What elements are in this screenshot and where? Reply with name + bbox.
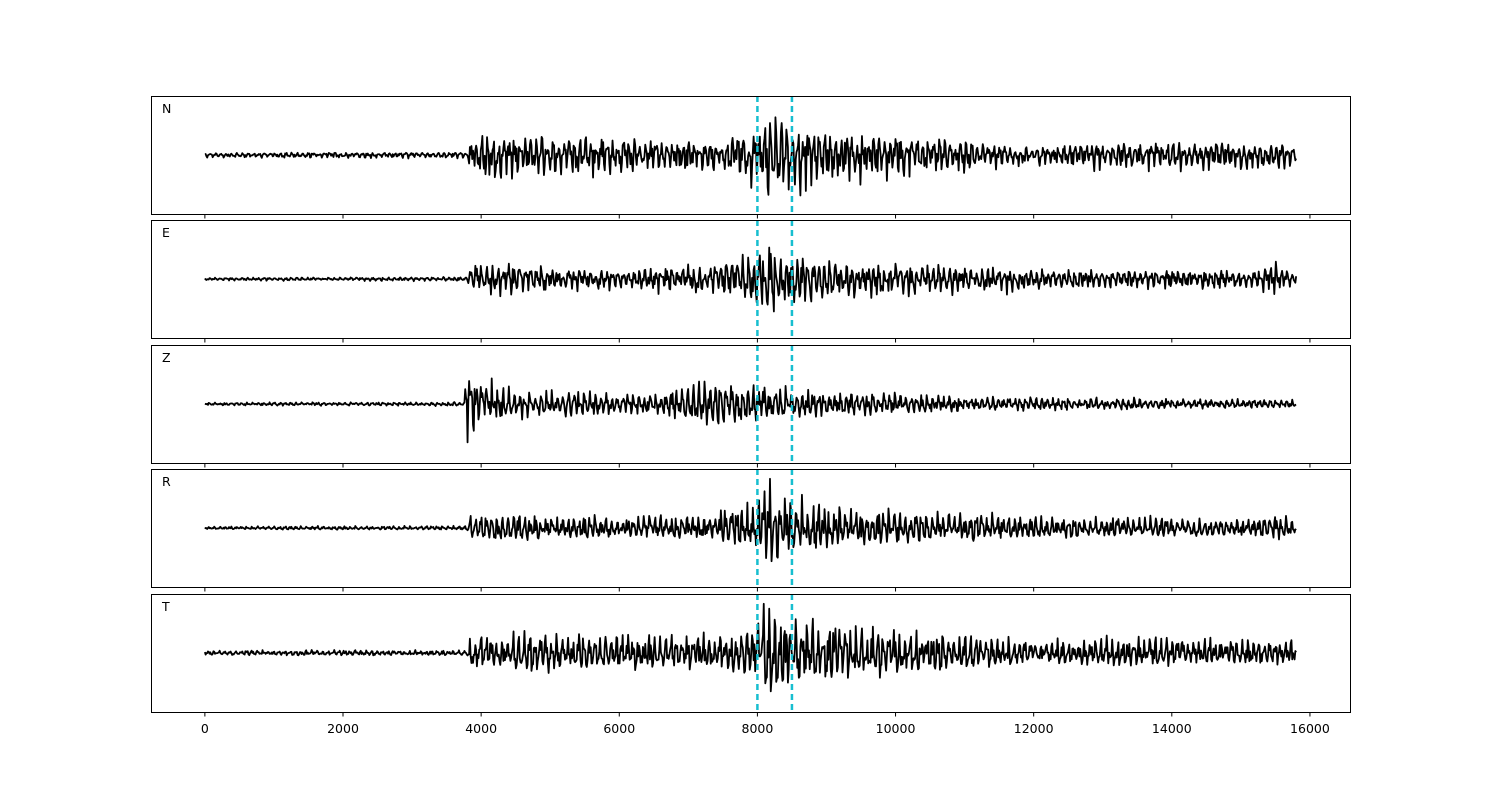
panel-label-z: Z bbox=[162, 350, 171, 365]
x-tick-label: 12000 bbox=[1014, 721, 1054, 736]
panel-label-r: R bbox=[162, 474, 171, 489]
x-tick-label: 6000 bbox=[603, 721, 635, 736]
panel-n: N bbox=[151, 96, 1351, 219]
panel-z: Z bbox=[151, 345, 1351, 468]
axes-frame-t bbox=[151, 594, 1351, 713]
panel-label-t: T bbox=[161, 599, 170, 614]
axes-frame-e bbox=[151, 220, 1351, 339]
panel-e: E bbox=[151, 220, 1351, 343]
waveform-line-r bbox=[204, 477, 1297, 563]
axes-frame-n bbox=[151, 96, 1351, 215]
waveform-line-t bbox=[204, 602, 1297, 693]
waveform-line-e bbox=[204, 246, 1298, 313]
panel-label-n: N bbox=[162, 101, 171, 116]
x-tick-label: 10000 bbox=[876, 721, 916, 736]
x-tick-label: 4000 bbox=[465, 721, 497, 736]
waveform-line-z bbox=[204, 377, 1297, 444]
panel-t: T bbox=[151, 594, 1351, 717]
x-tick-label: 14000 bbox=[1152, 721, 1192, 736]
x-tick-label: 16000 bbox=[1290, 721, 1330, 736]
x-tick-label: 0 bbox=[201, 721, 209, 736]
axes-frame-z bbox=[151, 345, 1351, 464]
x-tick-label: 2000 bbox=[327, 721, 359, 736]
x-tick-label: 8000 bbox=[742, 721, 774, 736]
waveform-line-n bbox=[204, 116, 1297, 197]
panel-r: R bbox=[151, 469, 1351, 592]
axes-frame-r bbox=[151, 469, 1351, 588]
panel-label-e: E bbox=[162, 225, 170, 240]
